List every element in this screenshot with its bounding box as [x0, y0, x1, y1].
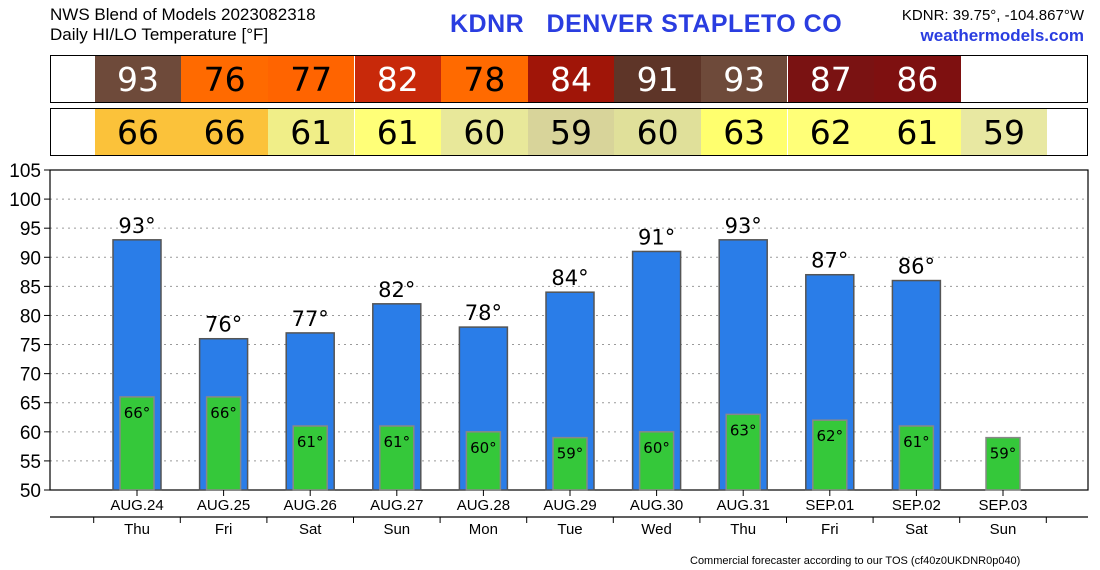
- x-date-label: AUG.27: [370, 497, 423, 514]
- high-temp-label: 91°: [638, 225, 675, 249]
- x-date-label: AUG.26: [284, 497, 337, 514]
- high-temp-label: 93°: [725, 214, 762, 238]
- low-temp-cell: 62: [787, 109, 875, 155]
- tos-footer: Commercial forecaster according to our T…: [690, 555, 1021, 567]
- low-temp-label: 59°: [557, 445, 584, 463]
- x-date-label: AUG.30: [630, 497, 683, 514]
- high-temp-cell: 84: [527, 56, 615, 102]
- x-weekday-label: Thu: [730, 521, 756, 538]
- y-tick-label: 100: [9, 190, 41, 211]
- high-temp-cell: 91: [614, 56, 701, 102]
- y-tick-label: 95: [20, 219, 41, 240]
- station-title: KDNR DENVER STAPLETO CO: [450, 10, 843, 38]
- x-date-label: SEP.01: [805, 497, 854, 514]
- x-date-label: AUG.28: [457, 497, 510, 514]
- x-weekday-label: Fri: [821, 521, 839, 538]
- low-temp-cell: 60: [614, 109, 701, 155]
- high-temp-label: 82°: [378, 278, 415, 302]
- low-temp-bar: [119, 396, 155, 491]
- y-tick-label: 80: [20, 306, 41, 327]
- x-date-label: SEP.02: [892, 497, 941, 514]
- y-tick-label: 65: [20, 394, 41, 415]
- high-temp-label: 84°: [551, 266, 588, 290]
- low-temp-bar: [725, 413, 761, 491]
- high-temp-cell: 86: [874, 56, 961, 102]
- low-temp-label: 66°: [210, 404, 237, 422]
- low-temp-label: 66°: [124, 404, 151, 422]
- model-run-label: NWS Blend of Models 2023082318: [50, 5, 316, 24]
- station-coordinates: KDNR: 39.75°, -104.867°W: [901, 7, 1084, 24]
- site-link[interactable]: weathermodels.com: [920, 26, 1084, 45]
- y-tick-label: 85: [20, 277, 41, 298]
- x-weekday-label: Sat: [905, 521, 928, 538]
- low-temp-cell: 63: [700, 109, 788, 155]
- high-temp-cell: 82: [354, 56, 442, 102]
- low-temp-cell: 59: [960, 109, 1048, 155]
- y-tick-label: 50: [20, 481, 41, 502]
- x-date-label: AUG.24: [110, 497, 163, 514]
- low-temp-label: 61°: [903, 433, 930, 451]
- low-temp-bar: [638, 431, 675, 491]
- x-date-label: AUG.29: [543, 497, 596, 514]
- x-weekday-label: Wed: [641, 521, 672, 538]
- high-temp-label: 86°: [898, 255, 935, 279]
- low-temp-cell: 61: [354, 109, 442, 155]
- low-temp-bar: [379, 425, 415, 491]
- chart-header-right: KDNR: 39.75°, -104.867°W weathermodels.c…: [902, 6, 1084, 46]
- high-temp-cell: 93: [94, 56, 182, 102]
- high-temp-label: 93°: [118, 214, 155, 238]
- chart-subtitle: Daily HI/LO Temperature [°F]: [50, 25, 269, 44]
- low-temp-cell: 59: [527, 109, 615, 155]
- high-temp-cell: 76: [181, 56, 268, 102]
- chart-header-left: NWS Blend of Models 2023082318 Daily HI/…: [50, 5, 316, 45]
- y-tick-label: 60: [20, 423, 41, 444]
- high-temp-cell: 87: [787, 56, 875, 102]
- temperature-bar-chart: 50 55 60 65 70 75 80 85 90 95 100 105 93° 66° AUG.24 76…: [9, 161, 1089, 538]
- low-temp-cell: 61: [267, 109, 355, 155]
- low-temperature-strip: 66 66 61 61 60 59 60 63 62 61 59: [50, 108, 1088, 156]
- x-date-label: AUG.25: [197, 497, 250, 514]
- low-temp-label: 60°: [470, 439, 497, 457]
- low-temp-cell: 66: [181, 109, 268, 155]
- x-weekday-label: Sat: [299, 521, 322, 538]
- high-temperature-strip: 93 76 77 82 78 84 91 93 87 86: [50, 55, 1088, 103]
- low-temp-label: 62°: [817, 427, 844, 445]
- x-weekday-label: Mon: [469, 521, 498, 538]
- x-weekday-label: Thu: [124, 521, 150, 538]
- y-tick-label: 90: [20, 248, 41, 269]
- low-temp-bar: [985, 436, 1021, 491]
- x-weekday-label: Sun: [383, 521, 410, 538]
- y-tick-label: 105: [9, 161, 41, 182]
- x-weekday-label: Sun: [990, 521, 1017, 538]
- x-date-label: SEP.03: [979, 497, 1028, 514]
- x-weekday-label: Fri: [215, 521, 233, 538]
- y-tick-label: 55: [20, 452, 41, 473]
- low-temp-cell: 60: [441, 109, 528, 155]
- low-temp-cell: 61: [874, 109, 961, 155]
- low-temp-label: 60°: [643, 439, 670, 457]
- low-temp-cell: 66: [94, 109, 182, 155]
- high-temp-cell: 93: [700, 56, 788, 102]
- high-temp-cell: 77: [267, 56, 355, 102]
- low-temp-label: 63°: [730, 421, 757, 439]
- low-temp-bar: [812, 419, 848, 491]
- high-temp-label: 78°: [465, 301, 502, 325]
- high-temp-cell: 78: [441, 56, 528, 102]
- high-temp-label: 76°: [205, 313, 242, 337]
- low-temp-label: 61°: [384, 433, 411, 451]
- high-temp-label: 87°: [811, 249, 848, 273]
- x-date-label: AUG.31: [717, 497, 770, 514]
- y-tick-label: 70: [20, 365, 41, 386]
- low-temp-bar: [552, 436, 588, 491]
- high-temp-label: 77°: [292, 307, 329, 331]
- low-temp-label: 59°: [990, 445, 1017, 463]
- low-temp-label: 61°: [297, 433, 324, 451]
- x-weekday-label: Tue: [557, 521, 582, 538]
- y-tick-label: 75: [20, 336, 41, 357]
